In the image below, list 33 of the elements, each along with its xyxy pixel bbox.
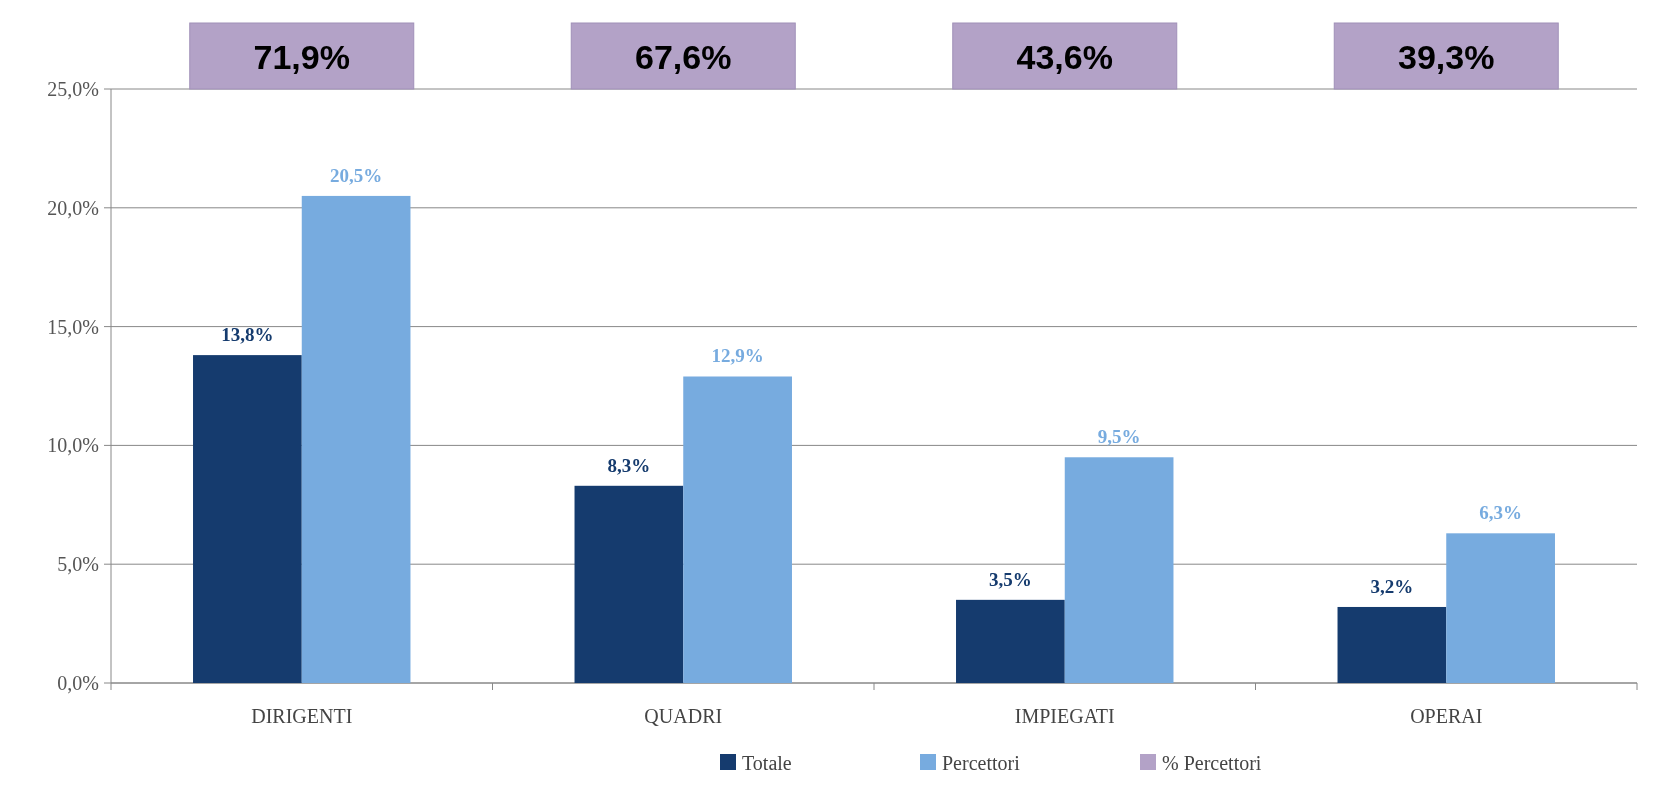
y-tick-label: 0,0% [57, 672, 99, 694]
text: 43,6% [1016, 38, 1113, 76]
data-label: 8,3% [607, 454, 651, 476]
text: 71,9% [253, 38, 350, 76]
bar [956, 599, 1065, 683]
x-tick-label: DIRIGENTI [251, 705, 353, 727]
x-tick-label: OPERAI [1410, 705, 1483, 727]
data-label: 13,8% [221, 324, 274, 346]
data-label: 20,5% [329, 164, 383, 186]
data-label: 3,5% [989, 568, 1032, 590]
x-tick-label: IMPIEGATI [1014, 705, 1115, 727]
y-tick-label: 20,0% [47, 196, 99, 219]
bar [1446, 533, 1555, 683]
bar [683, 376, 792, 683]
data-label: 12,9% [711, 345, 764, 367]
text: 39,3% [1398, 38, 1495, 76]
bar [1064, 457, 1174, 683]
bar [193, 355, 302, 683]
bar [574, 485, 684, 683]
y-tick-label: 10,0% [47, 434, 99, 457]
y-tick-label: 5,0% [57, 553, 99, 576]
text: 67,6% [635, 38, 732, 76]
x-tick-label: QUADRI [644, 705, 723, 727]
data-label: 6,3% [1479, 502, 1522, 524]
y-tick-label: 15,0% [47, 315, 99, 338]
legend-label: % Percettori [1162, 752, 1262, 774]
data-label: 3,2% [1370, 575, 1414, 597]
bar [301, 195, 411, 683]
y-tick-label: 25,0% [47, 78, 99, 100]
data-label: 9,5% [1097, 426, 1141, 448]
legend-label: Percettori [942, 752, 1021, 774]
bar [1337, 606, 1447, 683]
legend-label: Totale [742, 752, 792, 774]
